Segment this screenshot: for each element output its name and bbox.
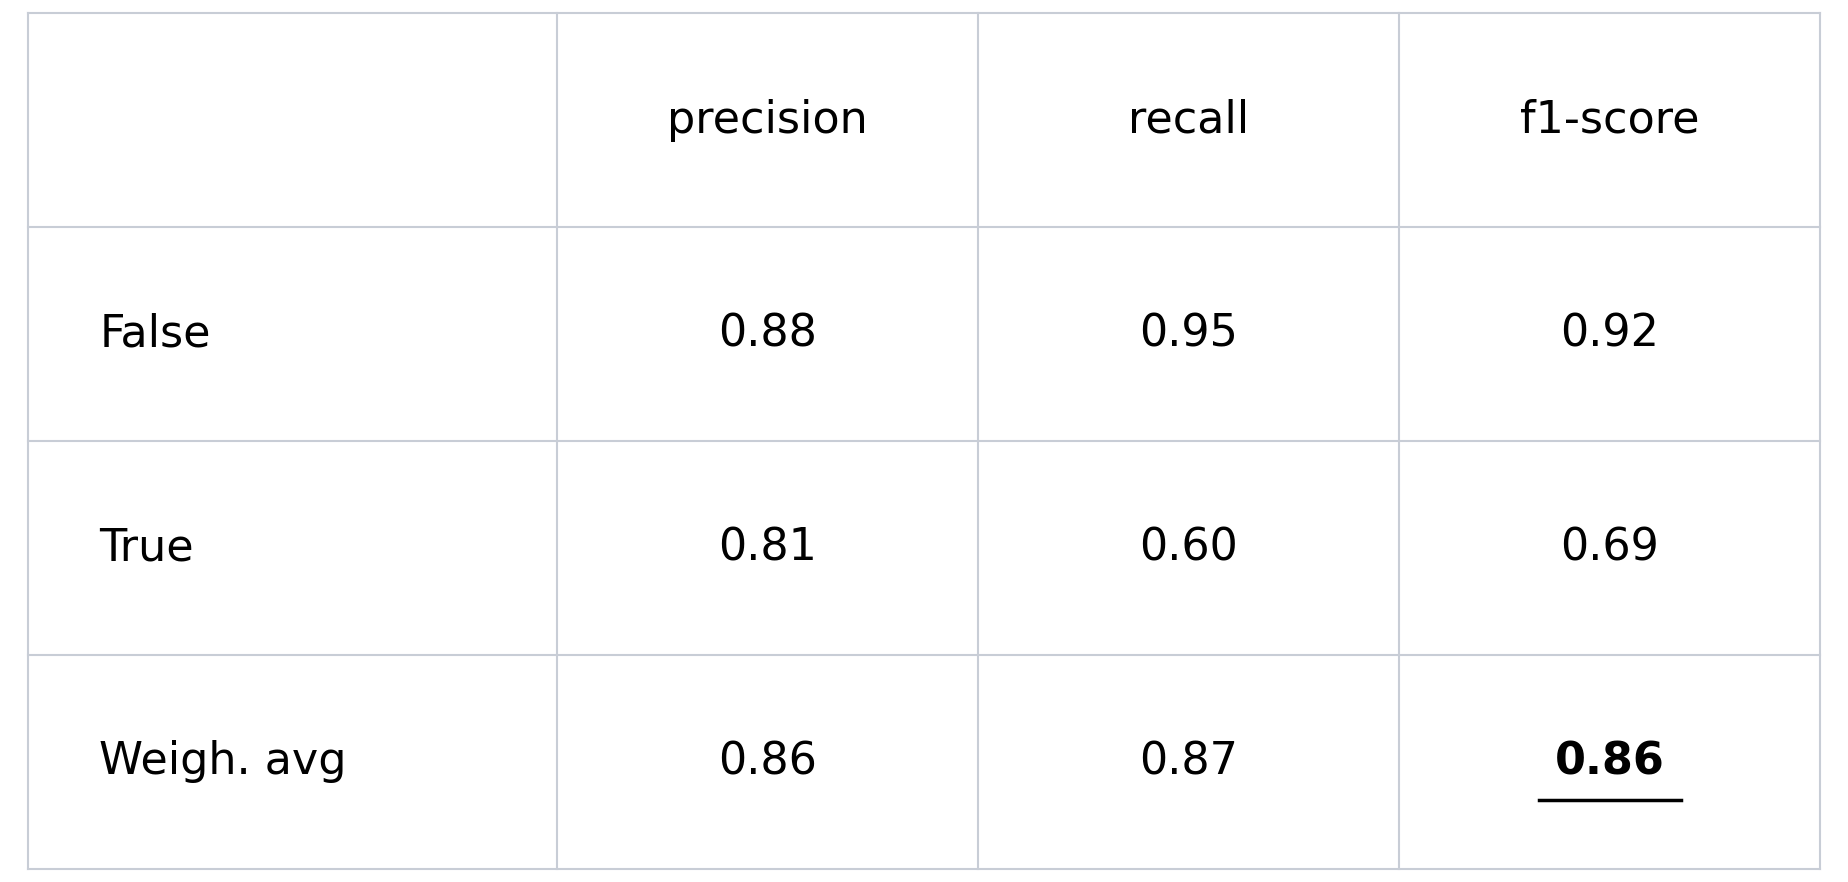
Text: 0.81: 0.81: [717, 527, 817, 570]
Text: 0.69: 0.69: [1560, 527, 1660, 570]
Text: False: False: [100, 312, 211, 355]
Text: f1-score: f1-score: [1519, 99, 1700, 142]
Text: 0.92: 0.92: [1560, 312, 1660, 355]
Text: 0.95: 0.95: [1138, 312, 1238, 355]
Text: precision: precision: [667, 99, 867, 142]
Text: Weigh. avg: Weigh. avg: [100, 740, 347, 783]
Text: 0.60: 0.60: [1138, 527, 1238, 570]
Text: 0.86: 0.86: [1554, 740, 1665, 783]
Text: 0.87: 0.87: [1138, 740, 1238, 783]
Text: True: True: [100, 527, 194, 570]
Text: 0.86: 0.86: [717, 740, 817, 783]
Text: 0.88: 0.88: [717, 312, 817, 355]
Text: recall: recall: [1127, 99, 1249, 142]
